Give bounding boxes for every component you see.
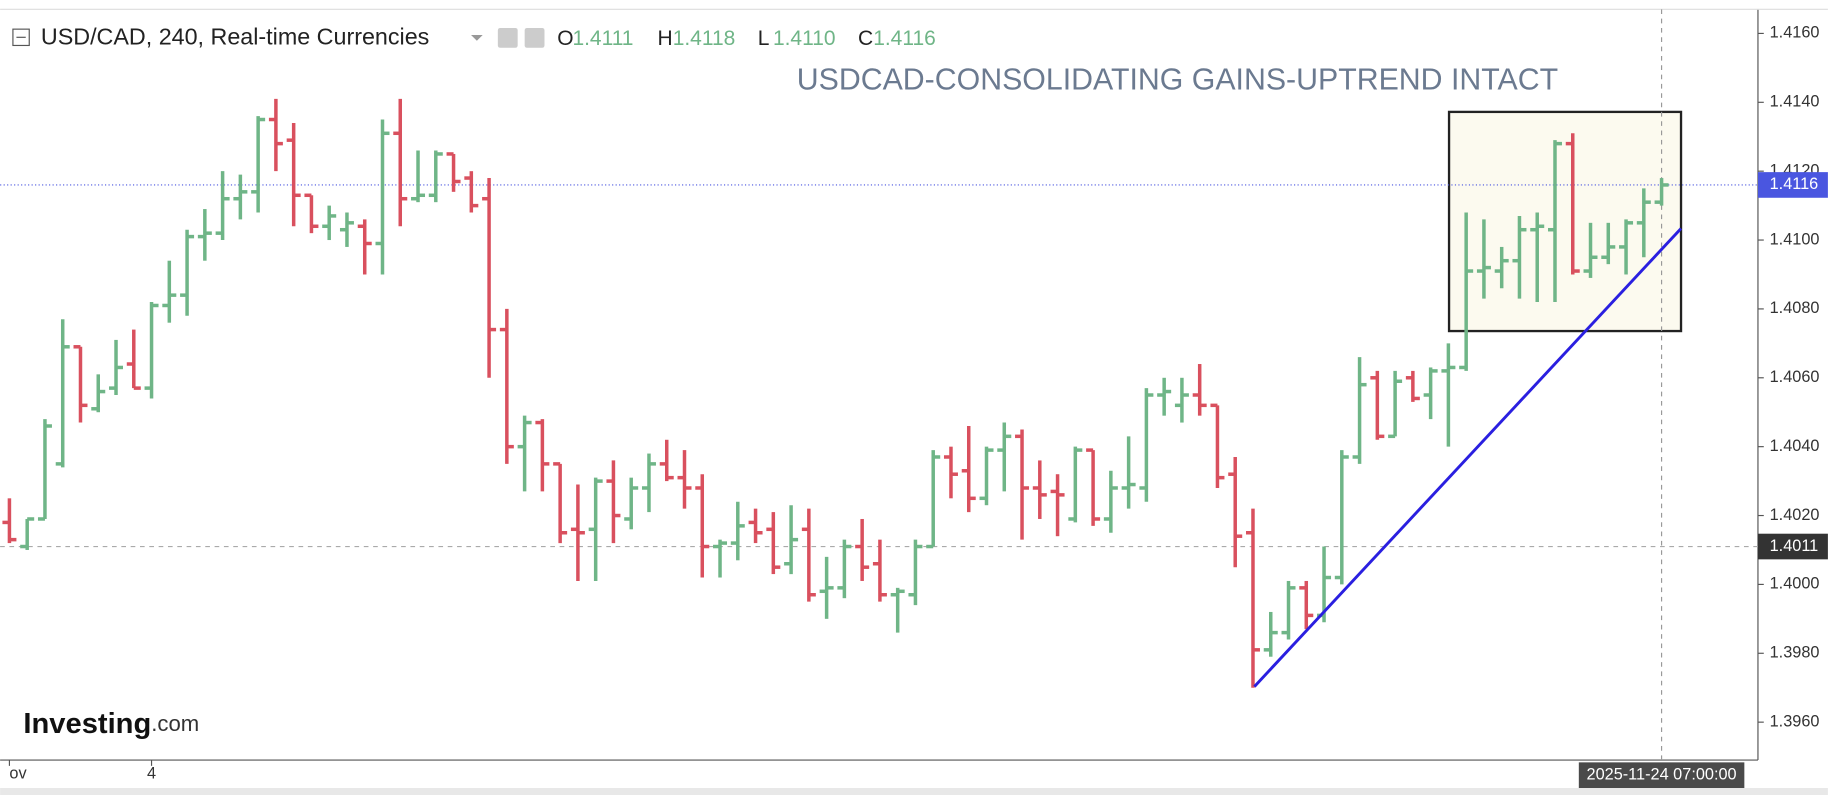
y-tick-label: 1.3980 [1770,644,1820,662]
header-value: 1.4116 [873,27,936,50]
price-label-box [1757,533,1828,560]
trendline [1253,227,1683,688]
y-tick-label: 1.3960 [1770,712,1820,730]
x-tick-label: 4 [147,764,156,782]
y-tick-label: 1.4160 [1770,24,1820,42]
y-tick-label: 1.4040 [1770,437,1820,455]
price-label: 1.4116 [1770,175,1819,193]
logo-suffix: .com [151,711,199,736]
header-label: L [758,27,770,50]
header-label: H [658,27,673,50]
dropdown-icon[interactable] [471,34,483,41]
logo: Investing.com [23,708,199,740]
x-tick-label: ov [9,764,27,782]
y-tick-label: 1.4080 [1770,299,1820,317]
symbol: USD/CAD, 240, Real-time Currencies [41,24,429,50]
y-tick-label: 1.4020 [1770,506,1820,524]
y-tick-label: 1.4060 [1770,368,1820,386]
price-label: 1.4011 [1770,537,1819,555]
time-label: 2025-11-24 07:00:00 [1587,765,1737,783]
settings-icon[interactable] [524,27,545,48]
collapse-icon [12,28,30,47]
scrollbar [0,788,1828,795]
y-tick-label: 1.4000 [1770,575,1820,593]
logo-name: Investing [23,708,151,740]
annotation-title: USDCAD-CONSOLIDATING GAINS-UPTREND INTAC… [797,64,1558,97]
price-label-box [1757,172,1828,198]
y-tick-label: 1.4100 [1770,230,1820,248]
header-value: 1.4118 [673,27,736,50]
camera-icon[interactable] [497,27,518,48]
time-label-box [1578,762,1745,789]
header-label: O [557,27,573,50]
header-ohlc: O1.4111 H 1.4118 L 1.4110 C 1.4116 [557,27,935,50]
plot: 1.3960 1.3980 1.4000 1.4020 1.4040 1.4060 1.40… [0,9,1828,789]
header-value: 1.4110 [773,27,836,50]
header-value: 1.4111 [572,27,633,50]
header-label: C [858,27,873,50]
y-tick-label: 1.4140 [1770,93,1820,111]
